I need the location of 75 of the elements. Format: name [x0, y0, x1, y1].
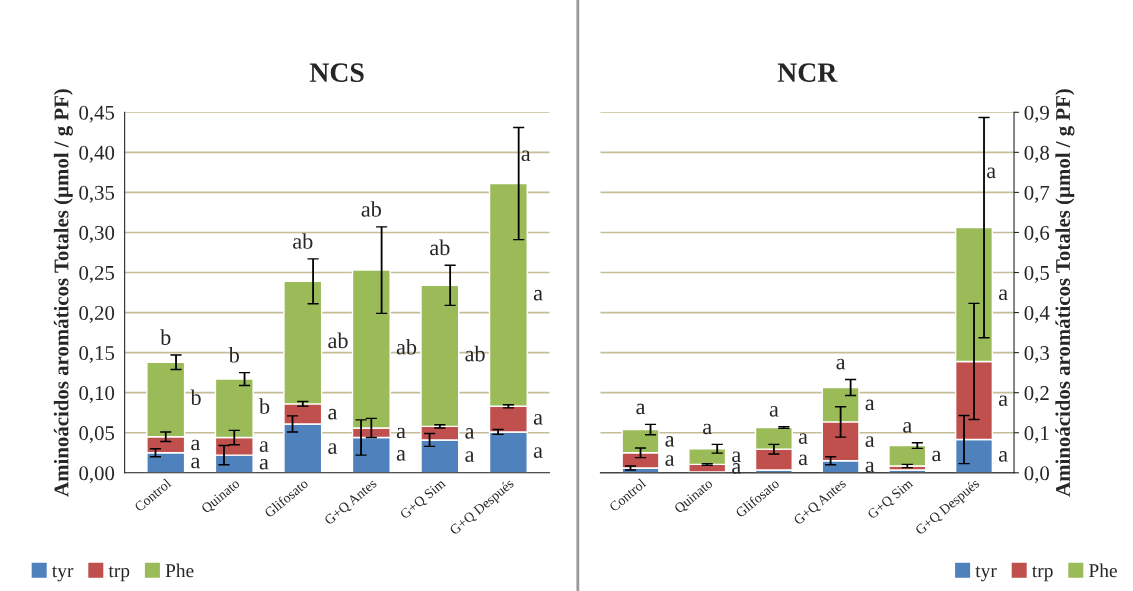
y2-tick-label: 0,7: [1024, 185, 1050, 203]
data-label: a: [259, 441, 269, 452]
x-tick-label: G+Q Sim: [866, 478, 915, 521]
legend-label: Phe: [165, 563, 194, 578]
data-label: ab: [328, 332, 348, 349]
y-tick-label: 0,15: [79, 346, 115, 364]
data-label: a: [865, 461, 875, 473]
data-label: a: [998, 451, 1008, 462]
total-label: b: [160, 329, 171, 345]
data-label: a: [865, 399, 875, 411]
y2-tick-label: 0,0: [1024, 466, 1049, 484]
data-label: a: [798, 433, 808, 444]
y-tick-label: 0,35: [79, 185, 115, 203]
data-label: a: [328, 443, 338, 454]
y-tick-label: 0,10: [79, 386, 115, 404]
y2-tick-label: 0,6: [1024, 225, 1050, 243]
data-label: a: [665, 436, 675, 447]
total-label: a: [521, 150, 531, 162]
y2-tick-label: 0,4: [1024, 305, 1050, 323]
data-label: a: [328, 408, 338, 420]
data-label: a: [191, 439, 201, 451]
data-label: a: [396, 450, 406, 461]
data-label: a: [932, 450, 942, 462]
y-tick-label: 0,20: [79, 305, 115, 323]
total-label: b: [228, 346, 239, 363]
data-label: a: [396, 427, 406, 439]
legend-label: trp: [108, 566, 130, 582]
data-label: a: [465, 451, 475, 462]
total-label: ab: [293, 233, 313, 249]
total-label: a: [769, 406, 779, 417]
chart-title: NCR: [777, 63, 838, 83]
y2-tick-label: 0,8: [1024, 145, 1049, 163]
data-label: b: [259, 398, 270, 414]
data-label: a: [259, 458, 269, 470]
data-label: ab: [396, 338, 417, 355]
y-tick-label: 0,45: [79, 105, 115, 123]
data-label: a: [865, 436, 875, 447]
legend-label: Phe: [1089, 563, 1117, 578]
y-tick-label: 0,05: [79, 426, 115, 444]
legend-label: tyr: [975, 566, 997, 582]
y2-axis-title: Aminoácidos aromáticos Totales (µmol / g PF): [1055, 89, 1075, 497]
legend-label: trp: [1032, 566, 1053, 582]
y2-tick-label: 0,3: [1024, 346, 1049, 364]
total-label: ab: [361, 201, 381, 217]
y-tick-label: 0,00: [79, 466, 115, 484]
data-label: a: [998, 289, 1008, 301]
data-label: a: [732, 463, 741, 474]
total-label: a: [636, 403, 646, 415]
data-label: a: [998, 395, 1008, 407]
y-tick-label: 0,30: [79, 225, 115, 243]
y2-tick-label: 0,1: [1024, 426, 1049, 444]
total-label: ab: [430, 239, 450, 256]
data-label: a: [191, 457, 201, 469]
total-label: a: [903, 422, 912, 433]
total-label: a: [703, 423, 712, 435]
data-label: a: [533, 447, 543, 458]
y-axis-title: Aminoácidos aromáticos Totales (µmol / g PF): [53, 89, 73, 497]
data-label: a: [732, 451, 741, 463]
data-label: a: [533, 414, 543, 425]
y-tick-label: 0,40: [79, 145, 115, 163]
y2-tick-label: 0,5: [1024, 265, 1049, 283]
data-label: a: [665, 455, 675, 466]
x-tick-label: G+Q Sim: [399, 478, 448, 521]
y-tick-label: 0,25: [79, 265, 115, 283]
legend-label: tyr: [52, 566, 74, 582]
data-label: b: [190, 389, 201, 406]
y2-tick-label: 0,2: [1024, 386, 1049, 404]
total-label: a: [987, 167, 996, 179]
y2-tick-label: 0,9: [1024, 105, 1049, 123]
data-label: a: [798, 454, 808, 466]
chart-title: NCS: [309, 63, 364, 83]
total-label: a: [836, 358, 846, 370]
data-label: a: [465, 428, 475, 439]
data-label: ab: [465, 345, 485, 362]
data-label: a: [533, 289, 543, 301]
